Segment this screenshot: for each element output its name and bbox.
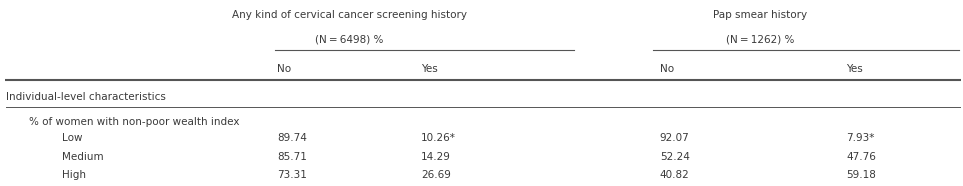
Text: 14.29: 14.29 — [421, 152, 451, 162]
Text: 52.24: 52.24 — [660, 152, 690, 162]
Text: 10.26*: 10.26* — [421, 133, 455, 143]
Text: No: No — [277, 64, 292, 74]
Text: Individual-level characteristics: Individual-level characteristics — [6, 92, 166, 102]
Text: 92.07: 92.07 — [660, 133, 690, 143]
Text: 47.76: 47.76 — [846, 152, 876, 162]
Text: No: No — [660, 64, 674, 74]
Text: Pap smear history: Pap smear history — [714, 10, 807, 20]
Text: 59.18: 59.18 — [846, 170, 876, 180]
Text: 26.69: 26.69 — [421, 170, 451, 180]
Text: 40.82: 40.82 — [660, 170, 690, 180]
Text: Medium: Medium — [63, 152, 104, 162]
Text: (N = 1262) %: (N = 1262) % — [726, 34, 794, 44]
Text: 89.74: 89.74 — [277, 133, 307, 143]
Text: 85.71: 85.71 — [277, 152, 307, 162]
Text: Any kind of cervical cancer screening history: Any kind of cervical cancer screening hi… — [231, 10, 466, 20]
Text: Yes: Yes — [421, 64, 437, 74]
Text: (N = 6498) %: (N = 6498) % — [315, 34, 383, 44]
Text: Low: Low — [63, 133, 83, 143]
Text: % of women with non-poor wealth index: % of women with non-poor wealth index — [29, 117, 239, 127]
Text: 73.31: 73.31 — [277, 170, 307, 180]
Text: 7.93*: 7.93* — [846, 133, 874, 143]
Text: High: High — [63, 170, 87, 180]
Text: Yes: Yes — [846, 64, 863, 74]
